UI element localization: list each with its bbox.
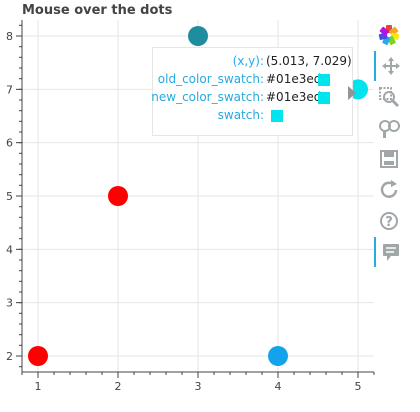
- tool-box-zoom[interactable]: [374, 82, 404, 112]
- y-tick-label: 7: [6, 83, 13, 96]
- tooltip-row: (x,y): (5.013, 7.029): [153, 54, 352, 72]
- wheel-zoom-icon: [379, 120, 400, 138]
- x-tick-label: 1: [35, 380, 42, 393]
- scatter-point[interactable]: [28, 346, 48, 366]
- tool-wheel-zoom[interactable]: [374, 113, 404, 143]
- tooltip-row: new_color_swatch: #01e3ed: [151, 90, 352, 108]
- tooltip-arrow-icon: [348, 86, 356, 100]
- tool-bokeh-logo: [374, 20, 404, 50]
- reset-icon: [380, 180, 398, 198]
- bokeh-logo-icon: [378, 25, 400, 45]
- y-tick-label: 6: [6, 137, 13, 150]
- tooltip-value: (5.013, 7.029): [266, 54, 352, 68]
- tool-hover[interactable]: [374, 237, 404, 267]
- hover-tooltip: (x,y): (5.013, 7.029) old_color_swatch: #01…: [151, 47, 353, 136]
- tooltip-label: old_color_swatch:: [157, 72, 264, 86]
- hover-icon: [383, 244, 399, 261]
- tool-reset[interactable]: [374, 175, 404, 205]
- y-tick-label: 3: [6, 297, 13, 310]
- tool-pan[interactable]: [374, 51, 404, 81]
- color-swatch-icon: [318, 74, 330, 86]
- x-tick-label: 3: [195, 380, 202, 393]
- color-swatch-icon: [318, 92, 330, 104]
- svg-text:?: ?: [385, 215, 393, 230]
- x-tick-label: 2: [115, 380, 122, 393]
- chart-title: Mouse over the dots: [22, 3, 173, 18]
- box-zoom-icon: [379, 87, 400, 108]
- color-swatch-icon: [271, 110, 283, 122]
- tool-help[interactable]: ?: [374, 206, 404, 236]
- help-icon: ?: [380, 212, 398, 230]
- tooltip-label: new_color_swatch:: [151, 90, 264, 104]
- y-tick-label: 4: [6, 243, 13, 256]
- tooltip-value: #01e3ed: [266, 90, 322, 104]
- x-tick-label: 4: [275, 380, 282, 393]
- scatter-point[interactable]: [188, 26, 208, 46]
- tooltip-value: #01e3ed: [266, 72, 322, 86]
- scatter-point[interactable]: [268, 346, 288, 366]
- pan-icon: [382, 57, 400, 75]
- tooltip-row: swatch:: [153, 108, 352, 126]
- tool-save[interactable]: [374, 144, 404, 174]
- y-tick-label: 2: [6, 350, 13, 363]
- x-tick-label: 5: [355, 380, 362, 393]
- y-tick-label: 5: [6, 190, 13, 203]
- tooltip-label: swatch:: [217, 108, 264, 122]
- save-icon: [380, 150, 398, 168]
- y-tick-label: 8: [6, 30, 13, 43]
- scatter-point[interactable]: [108, 186, 128, 206]
- tooltip-row: old_color_swatch: #01e3ed: [153, 72, 352, 90]
- axes: 1 2 3 4 5 2 3 4 5 6 7 8: [6, 20, 375, 393]
- tooltip-label: (x,y):: [232, 54, 264, 68]
